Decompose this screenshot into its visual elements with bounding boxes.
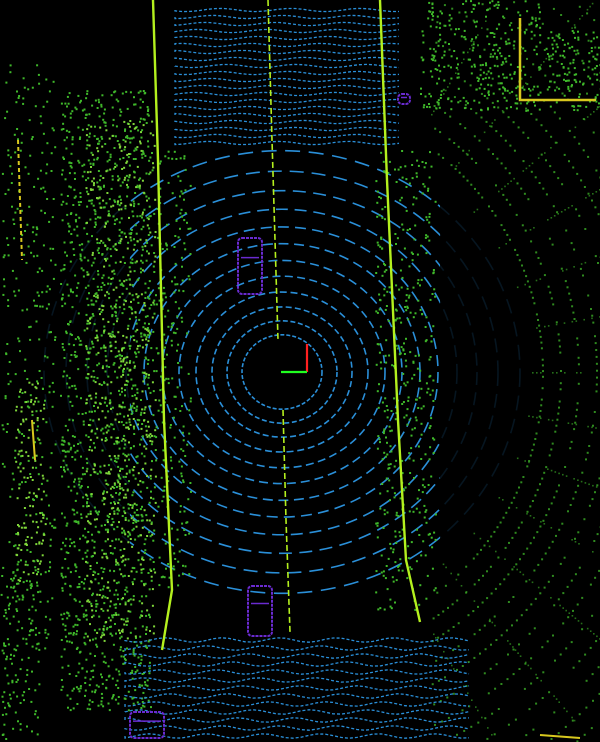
near-road-scan-lines xyxy=(124,637,470,739)
scan-ring xyxy=(226,320,338,424)
center-lane-line-near xyxy=(282,409,291,633)
scan-ring xyxy=(211,306,353,438)
right-lane-line xyxy=(378,0,422,623)
center-lane-line-far xyxy=(267,0,279,341)
vehicle-bottom-left xyxy=(129,711,165,739)
left-lane-line xyxy=(151,0,174,651)
scan-ring xyxy=(178,275,386,469)
curb-marker-top-right xyxy=(518,18,596,102)
far-road-scan-lines xyxy=(174,7,400,146)
scan-ring xyxy=(195,291,369,453)
scan-ring xyxy=(161,259,403,485)
lane-lines xyxy=(151,0,422,651)
scan-ring xyxy=(241,333,323,410)
curb-marker-left xyxy=(17,139,23,261)
vehicle-rear xyxy=(247,585,273,637)
right-ground-pattern xyxy=(431,1,600,742)
road-edge-markers xyxy=(17,18,596,739)
small-object-purple xyxy=(397,93,411,105)
parked-vehicle-left xyxy=(237,237,263,295)
scan-ring xyxy=(143,242,421,502)
curb-marker-left-lower xyxy=(31,419,36,461)
ego-sensor-axes xyxy=(281,344,309,374)
curb-marker-bottom-right xyxy=(539,734,581,739)
vehicles xyxy=(129,93,411,739)
